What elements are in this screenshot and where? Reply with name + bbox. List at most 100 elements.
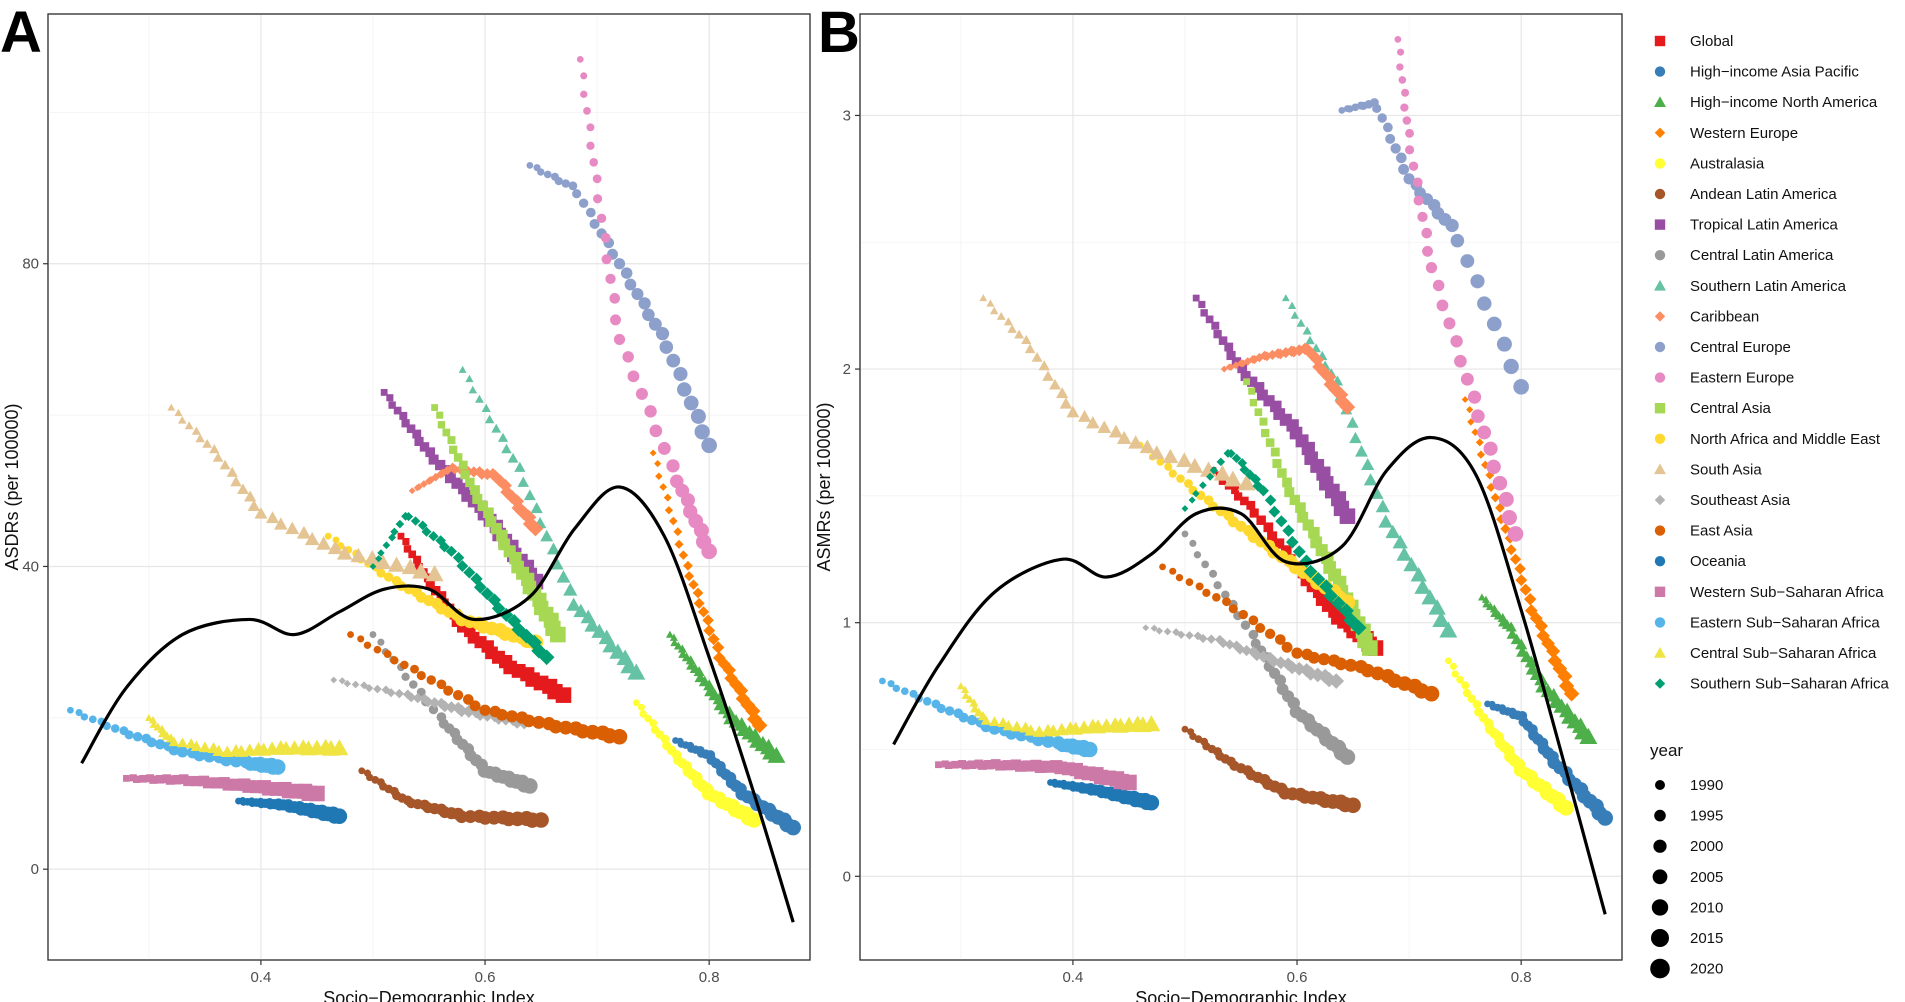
data-point [980, 715, 992, 725]
data-point [447, 436, 456, 445]
data-point [408, 550, 417, 559]
data-point [419, 693, 430, 705]
data-point [1231, 357, 1242, 367]
legend-key-western-sub-saharan-africa [1654, 586, 1666, 597]
data-point [380, 389, 388, 396]
data-point [909, 689, 918, 698]
data-point [399, 411, 408, 420]
data-point [198, 741, 211, 753]
data-point [358, 767, 366, 775]
data-point [573, 603, 589, 618]
data-point [1169, 567, 1177, 575]
data-point [431, 585, 441, 596]
legend-key-high-income-north-america [1654, 96, 1666, 107]
data-point [1378, 514, 1393, 528]
panel-a-ytick-label: 40 [22, 558, 39, 575]
data-point [1188, 496, 1196, 504]
data-point [1263, 522, 1274, 533]
data-point [457, 621, 469, 633]
data-point [1305, 348, 1319, 362]
panel-a-series-western-sub-saharan-africa [123, 774, 325, 802]
data-point [1312, 360, 1326, 374]
data-point [394, 688, 405, 699]
panel-a-ylabel: ASDRs (per 100000) [2, 403, 22, 570]
data-point [1010, 720, 1023, 732]
legend-label-central-asia: Central Asia [1690, 400, 1772, 417]
legend-label-caribbean: Caribbean [1690, 308, 1759, 325]
panel-a-series-south-asia [167, 403, 444, 582]
data-point [1248, 629, 1259, 640]
data-point [637, 703, 645, 711]
data-point [1579, 727, 1598, 744]
data-point [1193, 631, 1203, 641]
data-point [377, 638, 385, 646]
data-point [1331, 596, 1346, 611]
data-point [351, 680, 360, 689]
data-point [683, 560, 693, 571]
year-label-2020: 2020 [1690, 961, 1723, 978]
data-point [443, 685, 454, 696]
data-point [600, 232, 611, 243]
data-point [659, 340, 674, 354]
data-point [1460, 372, 1474, 386]
data-point [1185, 578, 1194, 586]
data-point [400, 660, 409, 670]
data-point [1224, 639, 1235, 650]
data-point [1414, 578, 1431, 594]
data-point [1253, 382, 1265, 393]
data-point [1346, 416, 1359, 428]
data-point [412, 562, 430, 579]
data-point [1256, 515, 1266, 525]
data-point [1421, 589, 1439, 605]
legend-key-central-sub-saharan-africa [1654, 647, 1666, 658]
data-point [1024, 724, 1038, 736]
data-point [347, 631, 354, 638]
data-point [484, 414, 495, 424]
legend-key-eastern-europe [1654, 372, 1666, 383]
data-point [1450, 335, 1463, 348]
panel-b-ytick-label: 1 [843, 615, 851, 632]
data-point [403, 545, 412, 553]
data-point [543, 170, 552, 179]
data-point [1280, 545, 1292, 556]
panel-b-series-south-asia [979, 294, 1256, 491]
data-point [410, 516, 421, 526]
data-point [1302, 326, 1312, 335]
data-point [961, 691, 971, 699]
data-point [1249, 398, 1258, 407]
data-point [693, 522, 709, 538]
data-point [1247, 646, 1260, 658]
data-point [659, 483, 668, 491]
year-label-2015: 2015 [1690, 930, 1723, 947]
data-point [519, 628, 534, 644]
data-point [417, 520, 428, 531]
data-point [767, 746, 786, 763]
panel-a-series-southern-latin-america [458, 365, 646, 680]
data-point [1513, 379, 1529, 395]
data-point [1525, 604, 1538, 617]
data-point [431, 404, 439, 411]
data-point [1402, 116, 1412, 125]
data-point [401, 672, 410, 681]
data-point [1394, 35, 1402, 43]
data-point [1199, 481, 1207, 490]
data-point [1467, 418, 1475, 426]
legend-key-global [1654, 35, 1666, 47]
data-point [956, 682, 965, 690]
data-point [1021, 334, 1032, 345]
data-point [209, 444, 220, 454]
data-point [655, 472, 663, 480]
data-point [556, 570, 571, 583]
legend-key-southern-sub-saharan-africa [1654, 678, 1666, 689]
data-point [610, 314, 621, 326]
data-point [425, 580, 435, 590]
data-point [1296, 318, 1306, 327]
data-point [451, 477, 463, 489]
data-point [596, 213, 607, 224]
panel-b-series-high-income-north-america [1478, 593, 1598, 744]
data-point [1228, 604, 1238, 614]
data-point [336, 545, 353, 560]
data-point [1308, 651, 1320, 664]
data-point [452, 551, 465, 564]
data-point [226, 466, 238, 477]
